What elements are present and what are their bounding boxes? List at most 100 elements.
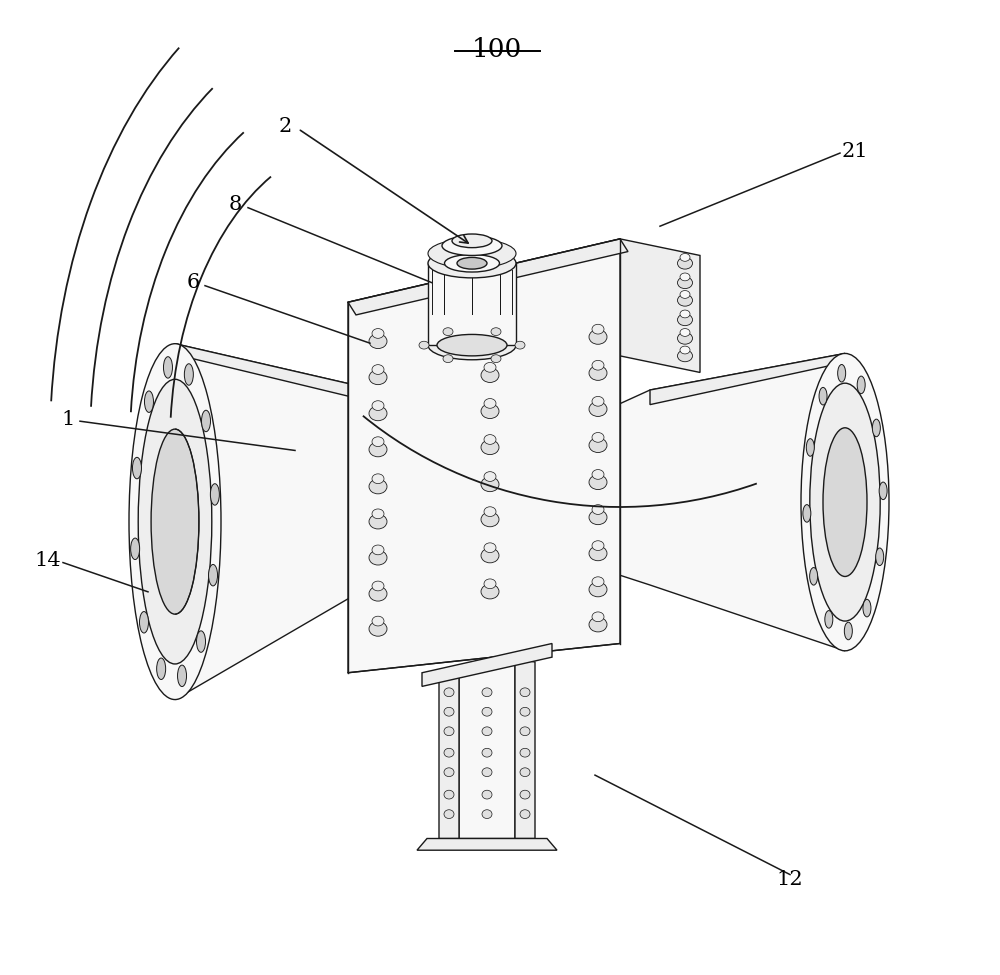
Polygon shape [422, 644, 552, 686]
Ellipse shape [484, 363, 496, 372]
Ellipse shape [592, 505, 604, 515]
Ellipse shape [481, 548, 499, 563]
Ellipse shape [369, 550, 387, 566]
Ellipse shape [132, 457, 141, 479]
Ellipse shape [678, 277, 692, 289]
Ellipse shape [592, 541, 604, 551]
Ellipse shape [589, 546, 607, 561]
Ellipse shape [857, 376, 865, 394]
Ellipse shape [144, 391, 153, 412]
Ellipse shape [592, 470, 604, 480]
Ellipse shape [442, 236, 502, 255]
Ellipse shape [210, 484, 219, 505]
Polygon shape [515, 658, 535, 838]
Ellipse shape [678, 314, 692, 326]
Ellipse shape [419, 341, 429, 349]
Ellipse shape [139, 611, 148, 633]
Ellipse shape [372, 509, 384, 519]
Ellipse shape [178, 665, 187, 686]
Ellipse shape [444, 688, 454, 696]
Ellipse shape [428, 239, 516, 268]
Ellipse shape [444, 708, 454, 716]
Polygon shape [348, 239, 620, 673]
Ellipse shape [520, 809, 530, 819]
Ellipse shape [444, 809, 454, 819]
Ellipse shape [444, 790, 454, 799]
Ellipse shape [863, 600, 871, 617]
Ellipse shape [872, 419, 880, 437]
Ellipse shape [810, 383, 880, 621]
Polygon shape [417, 838, 557, 850]
Ellipse shape [680, 310, 690, 318]
Ellipse shape [372, 437, 384, 447]
Ellipse shape [484, 543, 496, 553]
Ellipse shape [482, 809, 492, 819]
Ellipse shape [197, 631, 206, 652]
Ellipse shape [680, 329, 690, 336]
Ellipse shape [592, 433, 604, 443]
Ellipse shape [184, 364, 193, 385]
Ellipse shape [678, 332, 692, 344]
Ellipse shape [823, 428, 867, 576]
Ellipse shape [491, 355, 501, 363]
Ellipse shape [202, 410, 211, 432]
Ellipse shape [372, 616, 384, 626]
Ellipse shape [138, 379, 212, 664]
Ellipse shape [520, 727, 530, 735]
Ellipse shape [589, 330, 607, 344]
Ellipse shape [369, 586, 387, 601]
Ellipse shape [819, 387, 827, 405]
Ellipse shape [592, 397, 604, 407]
Ellipse shape [484, 472, 496, 482]
Ellipse shape [369, 479, 387, 494]
Polygon shape [620, 239, 700, 372]
Ellipse shape [589, 475, 607, 489]
Ellipse shape [428, 331, 516, 360]
Text: 2: 2 [278, 117, 292, 137]
Polygon shape [175, 344, 355, 398]
Ellipse shape [481, 477, 499, 491]
Ellipse shape [481, 440, 499, 454]
Text: 6: 6 [186, 273, 200, 292]
Ellipse shape [678, 294, 692, 306]
Ellipse shape [680, 273, 690, 281]
Ellipse shape [680, 346, 690, 354]
Ellipse shape [151, 429, 199, 614]
Ellipse shape [369, 443, 387, 456]
Ellipse shape [482, 768, 492, 776]
Ellipse shape [520, 708, 530, 716]
Ellipse shape [444, 254, 500, 272]
Ellipse shape [482, 749, 492, 757]
Ellipse shape [680, 254, 690, 261]
Polygon shape [439, 671, 459, 838]
Text: 14: 14 [35, 551, 61, 570]
Ellipse shape [482, 708, 492, 716]
Ellipse shape [372, 545, 384, 555]
Ellipse shape [437, 334, 507, 356]
Ellipse shape [369, 622, 387, 637]
Ellipse shape [369, 370, 387, 385]
Ellipse shape [481, 584, 499, 599]
Ellipse shape [372, 474, 384, 484]
Ellipse shape [369, 407, 387, 421]
Text: 100: 100 [472, 37, 522, 62]
Ellipse shape [482, 727, 492, 735]
Ellipse shape [838, 365, 846, 382]
Ellipse shape [844, 622, 852, 640]
Ellipse shape [444, 727, 454, 735]
Ellipse shape [372, 401, 384, 410]
Ellipse shape [452, 234, 492, 248]
Ellipse shape [520, 768, 530, 776]
Ellipse shape [481, 404, 499, 418]
Text: 8: 8 [228, 195, 242, 214]
Text: 21: 21 [842, 141, 868, 161]
Ellipse shape [482, 790, 492, 799]
Polygon shape [459, 658, 515, 838]
Ellipse shape [520, 749, 530, 757]
Ellipse shape [369, 333, 387, 349]
Ellipse shape [589, 510, 607, 525]
Ellipse shape [372, 581, 384, 591]
Ellipse shape [444, 768, 454, 776]
Ellipse shape [592, 325, 604, 334]
Ellipse shape [369, 515, 387, 528]
